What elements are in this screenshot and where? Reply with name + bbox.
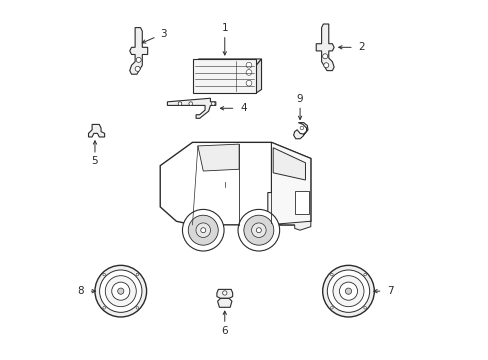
Polygon shape — [217, 298, 231, 307]
Circle shape — [332, 276, 363, 307]
Circle shape — [136, 273, 139, 276]
Text: 5: 5 — [91, 156, 98, 166]
Circle shape — [102, 273, 105, 276]
Circle shape — [330, 306, 332, 309]
Circle shape — [322, 54, 327, 59]
Polygon shape — [160, 142, 310, 228]
Circle shape — [95, 265, 146, 317]
Polygon shape — [167, 98, 215, 118]
Circle shape — [222, 291, 226, 295]
Circle shape — [201, 228, 205, 233]
Circle shape — [322, 265, 373, 317]
Text: 9: 9 — [296, 94, 303, 104]
Polygon shape — [217, 289, 232, 298]
Text: 1: 1 — [221, 23, 227, 33]
Circle shape — [363, 306, 366, 309]
Circle shape — [245, 80, 251, 86]
Polygon shape — [193, 59, 261, 66]
Polygon shape — [256, 59, 261, 93]
Circle shape — [244, 215, 273, 245]
Circle shape — [363, 273, 366, 276]
Circle shape — [112, 282, 129, 300]
Circle shape — [323, 63, 328, 68]
Circle shape — [300, 126, 303, 130]
Bar — [294, 191, 308, 214]
Circle shape — [118, 288, 123, 294]
Polygon shape — [293, 123, 307, 139]
Circle shape — [105, 276, 136, 307]
Bar — [193, 59, 256, 93]
Polygon shape — [129, 28, 147, 74]
Polygon shape — [316, 24, 333, 71]
Text: 7: 7 — [386, 286, 393, 296]
Text: 3: 3 — [160, 29, 167, 39]
Text: 2: 2 — [358, 42, 365, 52]
Circle shape — [102, 306, 105, 309]
Circle shape — [345, 288, 351, 294]
Circle shape — [136, 57, 141, 62]
Polygon shape — [267, 142, 310, 225]
Circle shape — [135, 66, 140, 71]
Circle shape — [136, 306, 139, 309]
Circle shape — [211, 102, 215, 105]
Circle shape — [188, 215, 218, 245]
Polygon shape — [273, 148, 305, 180]
Polygon shape — [267, 221, 310, 230]
Circle shape — [182, 210, 224, 251]
Circle shape — [188, 102, 192, 105]
Circle shape — [256, 228, 261, 233]
Circle shape — [330, 273, 332, 276]
Circle shape — [178, 102, 182, 105]
Text: 6: 6 — [221, 325, 227, 336]
Text: 8: 8 — [77, 286, 84, 296]
Circle shape — [245, 62, 251, 68]
Circle shape — [339, 282, 357, 300]
Polygon shape — [88, 125, 104, 137]
Polygon shape — [198, 144, 239, 171]
Circle shape — [251, 223, 265, 238]
Text: 4: 4 — [240, 103, 246, 113]
Circle shape — [196, 223, 210, 238]
Circle shape — [238, 210, 279, 251]
Circle shape — [245, 69, 251, 75]
Circle shape — [326, 270, 369, 312]
Circle shape — [100, 270, 142, 312]
